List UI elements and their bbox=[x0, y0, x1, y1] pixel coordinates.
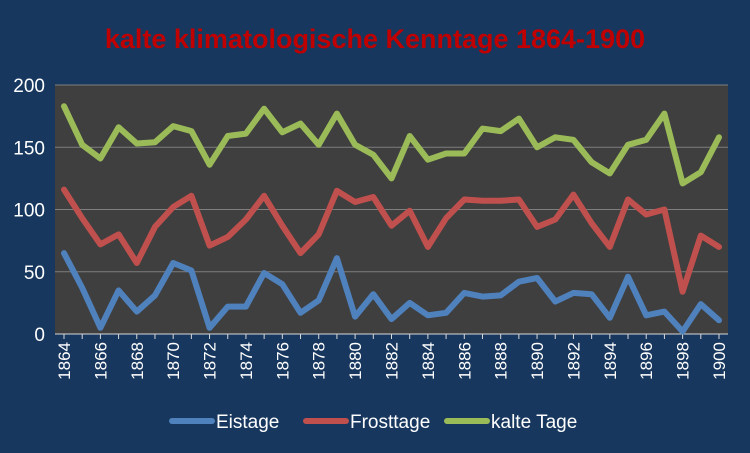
x-tick-label: 1872 bbox=[201, 342, 220, 380]
legend: Eistage Frosttage kalte Tage bbox=[169, 412, 577, 433]
x-tick-label: 1890 bbox=[528, 342, 547, 380]
legend-label: Eistage bbox=[216, 412, 279, 433]
x-tick-label: 1866 bbox=[91, 342, 110, 380]
x-tick-label: 1886 bbox=[455, 342, 474, 380]
x-tick-label: 1864 bbox=[55, 342, 74, 380]
x-tick-label: 1892 bbox=[564, 342, 583, 380]
x-tick-label: 1896 bbox=[637, 342, 656, 380]
series-line-eistage bbox=[61, 250, 722, 335]
x-tick-label: 1898 bbox=[674, 342, 693, 380]
x-tick-label: 1880 bbox=[346, 342, 365, 380]
y-tick-label: 150 bbox=[13, 138, 45, 159]
y-tick-label: 50 bbox=[24, 263, 45, 284]
chart-title: kalte klimatologische Kenntage 1864-1900 bbox=[105, 24, 645, 54]
x-tick-label: 1876 bbox=[273, 342, 292, 380]
legend-label: kalte Tage bbox=[491, 412, 577, 433]
y-tick-label: 200 bbox=[13, 76, 45, 97]
series-line-kalte-tage bbox=[61, 103, 722, 187]
x-tick-label: 1888 bbox=[492, 342, 511, 380]
y-tick-label: 100 bbox=[13, 201, 45, 222]
x-tick-label: 1870 bbox=[164, 342, 183, 380]
y-tick-label: 0 bbox=[34, 325, 45, 346]
x-tick-label: 1900 bbox=[710, 342, 729, 380]
x-tick-label: 1868 bbox=[128, 342, 147, 380]
series-lines bbox=[61, 103, 722, 335]
x-tick-label: 1884 bbox=[419, 342, 438, 380]
legend-label: Frosttage bbox=[350, 412, 430, 433]
series-line-frosttage bbox=[61, 186, 722, 295]
x-tick-label: 1882 bbox=[383, 342, 402, 380]
x-tick-label: 1878 bbox=[310, 342, 329, 380]
x-tick-label: 1894 bbox=[601, 342, 620, 380]
x-axis: 1864 1866 1868 1870 1872 1874 1876 1878 1880 1882… bbox=[55, 333, 729, 380]
y-axis: 0 50 100 150 200 bbox=[13, 76, 45, 346]
x-tick-label: 1874 bbox=[237, 342, 256, 380]
